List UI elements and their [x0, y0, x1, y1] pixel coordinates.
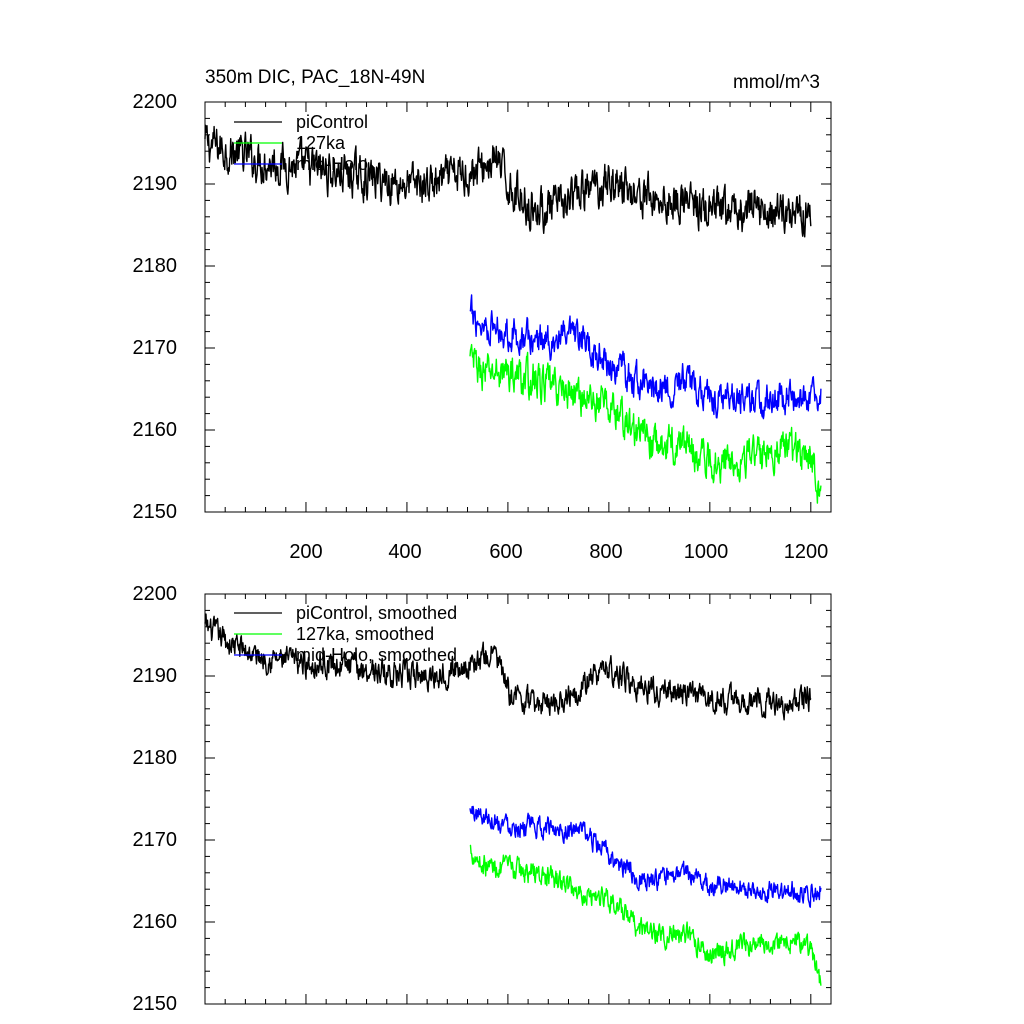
series-line-picontrol-smoothed [204, 613, 812, 721]
y-tick-label: 2200 [133, 91, 178, 113]
y-tick-label: 2180 [133, 255, 178, 277]
x-tick-label: 1200 [784, 541, 829, 563]
series-line-picontrol [204, 124, 812, 238]
units-label: mmol/m^3 [733, 72, 820, 93]
series-line-127ka [469, 343, 822, 504]
x-tick-label: 400 [388, 541, 421, 563]
legend: piControl 127ka mid-Holo [234, 112, 368, 174]
y-tick-label: 2150 [133, 501, 178, 523]
series-line-mid-holo-smoothed [469, 805, 822, 908]
series-line-mid-holo [469, 294, 822, 420]
y-tick-label: 2160 [133, 419, 178, 441]
legend: piControl, smoothed 127ka, smoothed mid-… [234, 603, 457, 665]
y-tick-label: 2190 [133, 665, 178, 687]
y-tick-label: 2170 [133, 337, 178, 359]
y-tick-label: 2150 [133, 993, 178, 1015]
legend-label: mid-Holo, smoothed [296, 645, 457, 665]
plot-frame [204, 593, 832, 1005]
y-tick-label: 2180 [133, 747, 178, 769]
x-tick-label: 600 [489, 541, 522, 563]
series-layer [204, 124, 822, 504]
y-tick-label: 2170 [133, 829, 178, 851]
legend-label: 127ka, smoothed [296, 624, 434, 644]
legend-label: 127ka [296, 133, 346, 153]
x-tick-label: 800 [589, 541, 622, 563]
axis-ticks [205, 593, 831, 1005]
y-tick-label: 2200 [133, 583, 178, 605]
y-tick-label: 2160 [133, 911, 178, 933]
legend-label: piControl [296, 112, 368, 132]
plot-frame [204, 101, 832, 513]
top-panel: 350m DIC, PAC_18N-49N mmol/m^3 2150 2160… [133, 67, 832, 563]
y-tick-label: 2190 [133, 173, 178, 195]
chart-title: 350m DIC, PAC_18N-49N [205, 67, 425, 88]
bottom-panel: 2150 2160 2170 2180 2190 2200 piControl,… [133, 583, 832, 1015]
x-tick-label: 1000 [684, 541, 729, 563]
x-tick-label: 200 [289, 541, 322, 563]
series-line-127ka-smoothed [469, 844, 822, 986]
legend-label: mid-Holo [296, 154, 368, 174]
series-layer [204, 613, 822, 986]
axis-ticks [205, 101, 831, 513]
legend-label: piControl, smoothed [296, 603, 457, 623]
